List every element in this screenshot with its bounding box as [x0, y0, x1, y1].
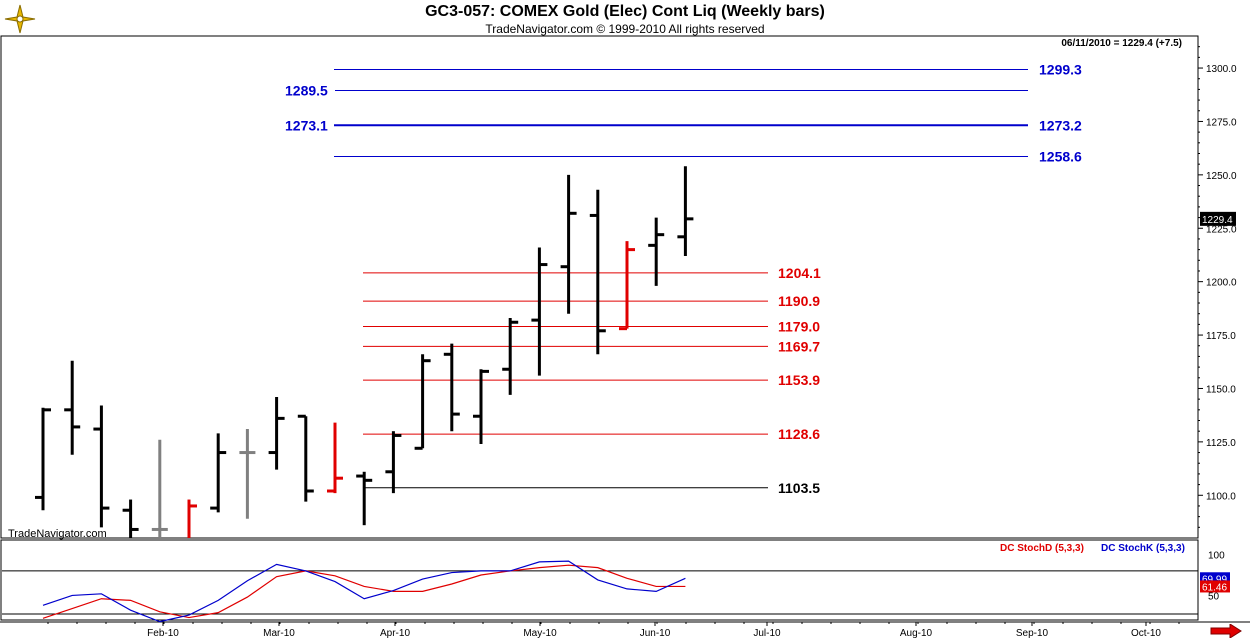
time-axis-label: Jul-10	[753, 628, 781, 639]
level-label: 1103.5	[778, 480, 820, 496]
last-price-label: 1229.4	[1202, 215, 1233, 226]
chart-title: GC3-057: COMEX Gold (Elec) Cont Liq (Wee…	[425, 3, 825, 20]
price-axis-label: 1175.0	[1206, 331, 1236, 342]
last-quote: 06/11/2010 = 1229.4 (+7.5)	[1061, 38, 1182, 49]
time-axis-label: May-10	[523, 628, 557, 639]
price-axis-label: 1200.0	[1206, 278, 1237, 289]
price-axis-label: 1275.0	[1206, 117, 1237, 128]
time-axis-label: Sep-10	[1016, 628, 1049, 639]
time-axis-label: Aug-10	[900, 628, 933, 639]
price-axis-label: 1150.0	[1206, 384, 1236, 395]
last-price-marker	[1200, 211, 1236, 226]
level-label: 1299.3	[1039, 62, 1082, 78]
price-axis-label: 1125.0	[1206, 438, 1236, 449]
stochd-last-marker	[1200, 580, 1230, 593]
time-axis-label: Jun-10	[640, 628, 671, 639]
time-axis-label: Mar-10	[263, 628, 295, 639]
stochk-line	[42, 560, 686, 623]
time-axis-label: Apr-10	[380, 628, 410, 639]
oscillator-panel-frame	[0, 539, 1199, 621]
legend-stochd: DC StochD (5,3,3)	[1000, 543, 1084, 554]
stochd-line	[42, 564, 686, 619]
price-axis-label: 1225.0	[1206, 224, 1237, 235]
level-label-left: 1289.5	[285, 82, 328, 98]
osc-axis-label: 100	[1208, 551, 1225, 562]
level-label: 1169.7	[778, 338, 820, 354]
level-label: 1190.9	[778, 293, 820, 309]
osc-axis-label: 50	[1208, 591, 1220, 602]
legend-stochk: DC StochK (5,3,3)	[1101, 543, 1185, 554]
price-panel-frame	[0, 35, 1199, 539]
level-label: 1258.6	[1039, 148, 1082, 164]
stochk-last-label: 69.99	[1202, 574, 1227, 585]
level-label: 1153.9	[778, 372, 820, 388]
stochd-last-label: 61.46	[1202, 582, 1227, 593]
level-label-left: 1273.1	[285, 117, 328, 133]
level-label: 1273.2	[1039, 117, 1082, 133]
price-axis-label: 1300.0	[1206, 64, 1237, 75]
price-axis-label: 1250.0	[1206, 171, 1237, 182]
time-axis-label: Oct-10	[1131, 628, 1161, 639]
scroll-right-arrow-icon[interactable]	[1210, 623, 1242, 639]
level-label: 1179.0	[778, 319, 820, 335]
watermark: TradeNavigator.com	[8, 528, 107, 540]
compass-logo-icon	[3, 3, 37, 35]
price-axis-label: 1100.0	[1206, 491, 1236, 502]
copyright-subtitle: TradeNavigator.com © 1999-2010 All right…	[485, 22, 765, 36]
level-label: 1204.1	[778, 265, 821, 281]
level-label: 1128.6	[778, 426, 820, 442]
time-axis-label: Feb-10	[147, 628, 179, 639]
